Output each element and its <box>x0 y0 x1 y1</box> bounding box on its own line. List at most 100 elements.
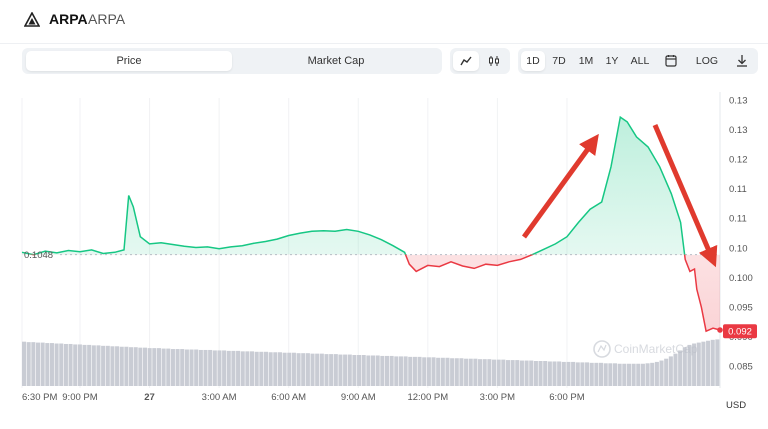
volume-bar <box>608 363 613 386</box>
y-tick-label: 0.11 <box>729 184 747 195</box>
y-tick-label: 0.11 <box>729 214 747 225</box>
volume-bar <box>250 351 255 386</box>
volume-bar <box>324 354 329 386</box>
volume-bar <box>482 359 487 386</box>
volume-bar <box>287 352 292 386</box>
volume-bar <box>352 355 357 386</box>
volume-bar <box>189 349 194 386</box>
volume-bar <box>101 345 106 386</box>
volume-bar <box>222 350 227 386</box>
x-tick-label: 9:00 PM <box>62 392 97 403</box>
volume-bar <box>73 344 78 386</box>
volume-bar <box>282 352 287 386</box>
volume-bar <box>63 343 68 386</box>
volume-bar <box>594 362 599 386</box>
tab-price[interactable]: Price <box>26 51 232 71</box>
watermark: CoinMarketCap <box>593 340 698 358</box>
volume-bar <box>566 361 571 386</box>
y-tick-label: 0.085 <box>729 362 753 373</box>
volume-bar <box>585 362 590 386</box>
currency-label: USD <box>726 400 746 411</box>
log-scale-button[interactable]: LOG <box>695 55 719 67</box>
volume-bar <box>687 344 692 386</box>
download-icon <box>737 55 747 67</box>
volume-bar <box>54 343 59 386</box>
volume-bar <box>692 343 697 386</box>
volume-bar <box>524 360 529 386</box>
tab-market-cap[interactable]: Market Cap <box>307 55 365 67</box>
y-tick-label: 0.100 <box>729 273 753 284</box>
volume-bar <box>305 353 310 386</box>
volume-bar <box>501 359 506 386</box>
volume-bar <box>198 349 203 386</box>
volume-bar <box>91 345 96 386</box>
x-tick-label: 6:30 PM <box>22 392 57 403</box>
volume-bar <box>426 357 431 386</box>
range-7d-button[interactable]: 7D <box>552 55 566 67</box>
volume-bar <box>575 362 580 386</box>
volume-bar <box>77 344 82 386</box>
volume-bar <box>375 355 380 386</box>
volume-bar <box>571 361 576 386</box>
volume-bar <box>87 344 92 386</box>
x-tick-label: 3:00 AM <box>202 392 237 403</box>
volume-bar <box>138 347 143 386</box>
x-tick-label: 3:00 PM <box>480 392 515 403</box>
current-price-tag: 0.092 <box>723 324 757 339</box>
volume-bars <box>22 339 720 386</box>
volume-bar <box>659 360 664 386</box>
y-tick-label: 0.095 <box>729 302 753 313</box>
volume-bar <box>678 350 683 386</box>
range-1y-button[interactable]: 1Y <box>605 55 619 67</box>
volume-bar <box>49 343 54 386</box>
calendar-button[interactable] <box>659 51 683 71</box>
volume-bar <box>436 357 441 386</box>
volume-bar <box>31 342 36 386</box>
volume-bar <box>194 349 199 386</box>
volume-bar <box>96 345 101 386</box>
volume-bar <box>152 348 157 386</box>
volume-bar <box>315 353 320 386</box>
volume-bar <box>403 356 408 386</box>
volume-bar <box>552 361 557 386</box>
volume-bar <box>147 348 152 386</box>
volume-bar <box>277 352 282 386</box>
line-chart-icon <box>460 56 472 66</box>
volume-bar <box>231 350 236 386</box>
volume-bar <box>543 361 548 386</box>
candlestick-icon <box>489 56 499 66</box>
volume-bar <box>180 349 185 386</box>
line-chart-button[interactable] <box>453 51 479 71</box>
download-button[interactable] <box>730 51 754 71</box>
volume-bar <box>496 359 501 386</box>
volume-bar <box>599 362 604 386</box>
volume-bar <box>538 361 543 386</box>
reference-label: 0.1048 <box>24 250 53 261</box>
volume-bar <box>473 358 478 386</box>
x-tick-label: 9:00 AM <box>341 392 376 403</box>
volume-bar <box>408 356 413 386</box>
volume-bar <box>510 360 515 386</box>
volume-bar <box>212 350 217 386</box>
coin-symbol: ARPA <box>88 11 126 27</box>
range-all-button[interactable]: ALL <box>630 55 650 67</box>
volume-bar <box>384 355 390 386</box>
candlestick-button[interactable] <box>481 51 507 71</box>
volume-bar <box>650 362 655 386</box>
volume-bar <box>459 358 464 386</box>
range-1d-button[interactable]: 1D <box>521 51 545 71</box>
range-toolbar: 1D 7D 1M 1Y ALL LOG <box>518 48 758 74</box>
volume-bar <box>394 356 399 386</box>
range-1m-button[interactable]: 1M <box>578 55 594 67</box>
volume-bar <box>338 354 343 386</box>
volume-bar <box>156 348 161 386</box>
volume-bar <box>636 363 641 386</box>
volume-bar <box>291 352 296 386</box>
volume-bar <box>612 363 618 386</box>
volume-bar <box>254 351 259 386</box>
volume-bar <box>654 361 659 386</box>
volume-bar <box>133 347 138 386</box>
volume-bar <box>45 343 50 386</box>
volume-bar <box>389 355 394 386</box>
volume-bar <box>203 349 208 386</box>
